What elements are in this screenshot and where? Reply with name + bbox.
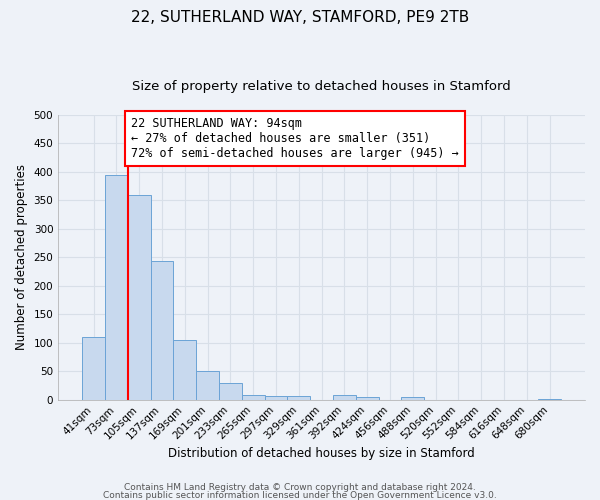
Bar bbox=[265, 396, 287, 400]
Bar bbox=[82, 337, 105, 400]
Bar bbox=[173, 340, 196, 400]
Text: 22, SUTHERLAND WAY, STAMFORD, PE9 2TB: 22, SUTHERLAND WAY, STAMFORD, PE9 2TB bbox=[131, 10, 469, 25]
Bar bbox=[105, 175, 128, 400]
Bar bbox=[538, 398, 561, 400]
Title: Size of property relative to detached houses in Stamford: Size of property relative to detached ho… bbox=[132, 80, 511, 93]
Bar bbox=[219, 382, 242, 400]
Bar bbox=[333, 395, 356, 400]
X-axis label: Distribution of detached houses by size in Stamford: Distribution of detached houses by size … bbox=[168, 447, 475, 460]
Bar bbox=[196, 372, 219, 400]
Bar bbox=[242, 394, 265, 400]
Text: 22 SUTHERLAND WAY: 94sqm
← 27% of detached houses are smaller (351)
72% of semi-: 22 SUTHERLAND WAY: 94sqm ← 27% of detach… bbox=[131, 116, 459, 160]
Bar bbox=[151, 262, 173, 400]
Bar bbox=[287, 396, 310, 400]
Bar bbox=[401, 397, 424, 400]
Bar bbox=[356, 397, 379, 400]
Y-axis label: Number of detached properties: Number of detached properties bbox=[15, 164, 28, 350]
Text: Contains HM Land Registry data © Crown copyright and database right 2024.: Contains HM Land Registry data © Crown c… bbox=[124, 484, 476, 492]
Bar bbox=[128, 194, 151, 400]
Text: Contains public sector information licensed under the Open Government Licence v3: Contains public sector information licen… bbox=[103, 490, 497, 500]
